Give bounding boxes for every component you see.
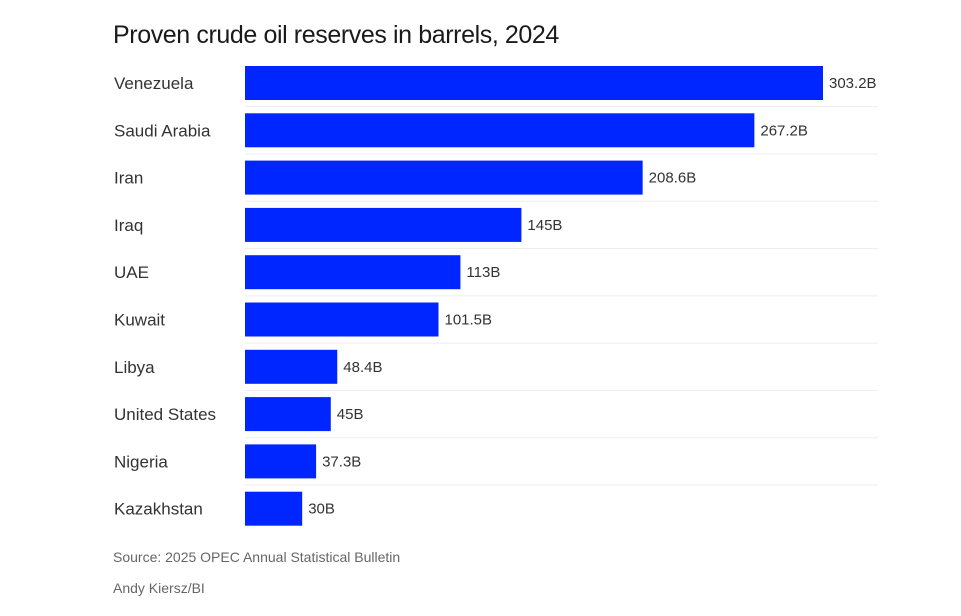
value-label-kazakhstan: 30B [308, 501, 335, 518]
bar-iraq [245, 207, 522, 242]
value-label-nigeria: 37.3B [322, 453, 361, 470]
bar-uae [245, 255, 461, 290]
category-label-kazakhstan: Kazakhstan [114, 500, 203, 519]
source-note: Source: 2025 OPEC Annual Statistical Bul… [113, 549, 401, 565]
category-label-iraq: Iraq [114, 216, 143, 235]
category-label-iran: Iran [114, 169, 143, 188]
category-label-uae: UAE [114, 263, 149, 282]
value-label-libya: 48.4B [343, 359, 382, 376]
bar-iran [245, 160, 643, 195]
category-label-kuwait: Kuwait [114, 311, 165, 330]
chart-title: Proven crude oil reserves in barrels, 20… [113, 21, 559, 49]
value-label-united-states: 45B [337, 406, 364, 423]
value-label-venezuela: 303.2B [829, 75, 877, 92]
category-label-saudi-arabia: Saudi Arabia [114, 121, 211, 140]
bar-united-states [245, 397, 331, 432]
value-label-uae: 113B [466, 264, 500, 281]
bar-libya [245, 349, 338, 384]
value-label-iraq: 145B [527, 217, 562, 234]
category-label-united-states: United States [114, 405, 216, 424]
bar-saudi-arabia [245, 113, 755, 148]
category-label-nigeria: Nigeria [114, 452, 168, 471]
category-label-venezuela: Venezuela [114, 74, 194, 93]
value-label-iran: 208.6B [649, 170, 697, 187]
bar-chart: Venezuela 303.2B Saudi Arabia 267.2B Iran 208… [114, 66, 878, 526]
value-label-saudi-arabia: 267.2B [760, 122, 808, 139]
bar-venezuela [245, 66, 823, 100]
credit-note: Andy Kiersz/BI [113, 580, 205, 596]
bar-kazakhstan [245, 491, 303, 526]
bar-nigeria [245, 444, 317, 479]
value-label-kuwait: 101.5B [444, 312, 492, 329]
bar-kuwait [245, 302, 439, 337]
category-label-libya: Libya [114, 358, 155, 377]
